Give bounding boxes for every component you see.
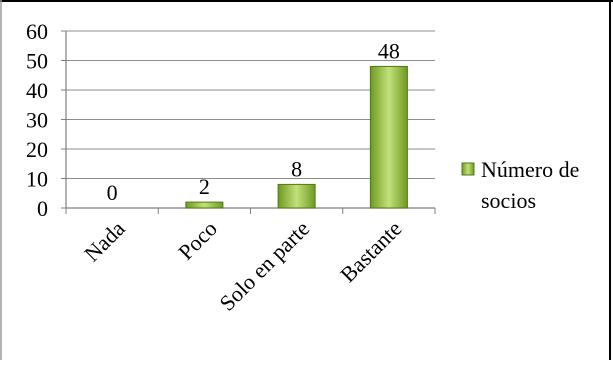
category-label: Solo en parte	[214, 216, 314, 316]
category-label: Nada	[79, 216, 130, 267]
legend-swatch	[461, 162, 475, 176]
data-label: 8	[291, 156, 302, 181]
y-tick-labels: 0 10 20 30 40 50 60	[26, 19, 48, 221]
bar-solo-en-parte	[277, 183, 316, 209]
data-label: 48	[378, 38, 400, 63]
legend-label: socios	[481, 188, 536, 213]
category-label: Poco	[173, 216, 222, 265]
data-label: 0	[107, 180, 118, 205]
y-tick-label: 60	[26, 19, 48, 44]
category-label: Bastante	[335, 216, 406, 287]
y-tick-label: 20	[26, 137, 48, 162]
bar-poco	[185, 201, 224, 209]
y-tick-label: 0	[37, 196, 48, 221]
y-tick-label: 10	[26, 167, 48, 192]
y-tick-label: 30	[26, 108, 48, 133]
legend-label: Número de	[481, 157, 579, 182]
data-label: 2	[199, 174, 210, 199]
legend: Número de socios	[461, 157, 579, 213]
y-tick-label: 40	[26, 78, 48, 103]
y-tick-label: 50	[26, 49, 48, 74]
data-labels: 0 2 8 48	[107, 38, 400, 205]
bar-bastante	[369, 65, 408, 209]
bars	[185, 65, 408, 209]
